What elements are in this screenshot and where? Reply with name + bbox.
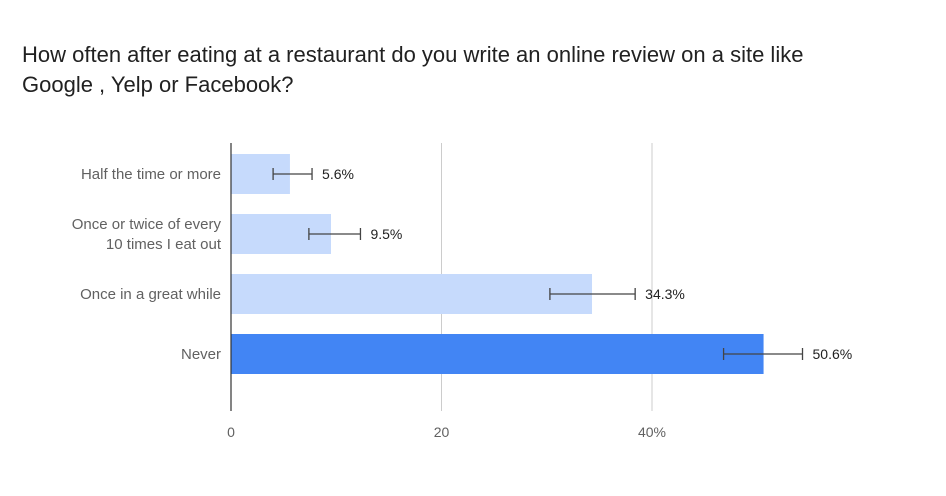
chart-title-line-1: How often after eating at a restaurant d…: [22, 42, 804, 67]
x-tick-label-0: 0: [227, 424, 235, 440]
chart-title: How often after eating at a restaurant d…: [22, 40, 922, 100]
x-tick-label-1: 20: [434, 424, 450, 440]
category-label-1-line-0: Once or twice of every: [72, 216, 222, 233]
data-label-2: 34.3%: [645, 286, 685, 302]
bar-2: [231, 274, 593, 314]
category-label-2: Once in a great while: [80, 286, 221, 303]
chart-title-line-2: Google , Yelp or Facebook?: [22, 72, 294, 97]
x-tick-label-2: 40%: [638, 424, 666, 440]
category-label-0: Half the time or more: [81, 166, 221, 183]
category-label-3: Never: [181, 346, 221, 363]
data-label-3: 50.6%: [813, 346, 853, 362]
category-label-1-line-1: 10 times I eat out: [106, 236, 222, 253]
bar-3: [231, 334, 764, 374]
data-label-0: 5.6%: [322, 166, 354, 182]
data-label-1: 9.5%: [370, 226, 402, 242]
